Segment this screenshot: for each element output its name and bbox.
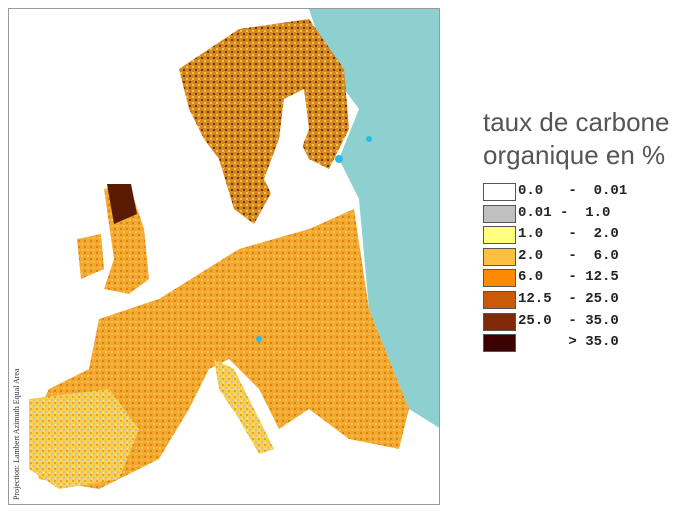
legend-swatch [483,269,516,288]
outside-area [309,9,439,428]
legend-swatch [483,226,516,245]
legend-label: 2.0 - 6.0 [518,247,619,264]
legend-swatch [483,204,516,223]
legend-label: 0.0 - 0.01 [518,183,628,199]
ireland [77,234,104,279]
legend-label: > 35.0 [518,334,619,351]
legend-label: 1.0 - 2.0 [518,226,619,243]
legend-swatch [483,291,516,309]
legend-swatch [483,183,516,201]
iberia [29,389,139,489]
legend-label: 12.5 - 25.0 [518,291,619,307]
scotland-peat [107,184,137,224]
baltic-sea [264,89,309,199]
legend-title-line2: organique en % [483,140,666,170]
legend-title: taux de carbone organique en % [483,106,669,172]
europe-map-graphic [29,9,439,489]
legend-title-line1: taux de carbone [483,107,670,137]
legend-label: 0.01 - 1.0 [518,204,611,221]
italy [214,359,274,454]
legend-swatch [483,334,516,353]
legend-swatch [483,247,516,266]
projection-note: Projection: Lambert Azimuth Equal Area [12,368,21,500]
legend-label: 6.0 - 12.5 [518,269,619,286]
legend-label: 25.0 - 35.0 [518,312,619,329]
legend-swatch [483,312,516,331]
scandinavia [179,19,349,224]
soil-carbon-map [8,8,440,505]
